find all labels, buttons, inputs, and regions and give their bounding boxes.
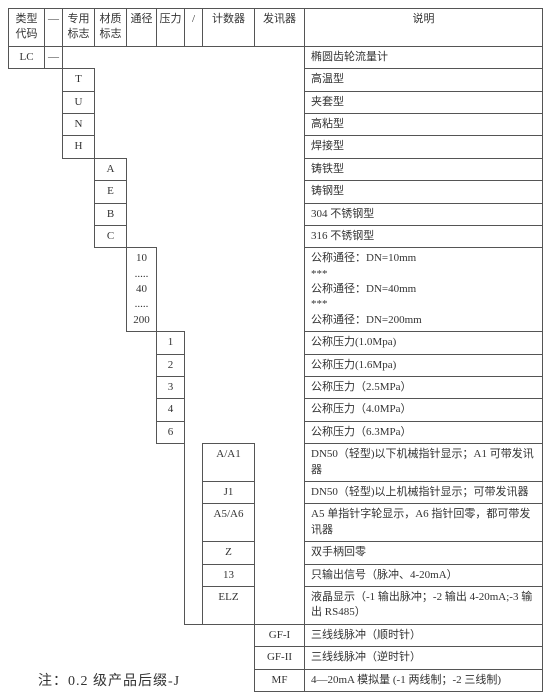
cell-aa1: A/A1: [203, 444, 255, 482]
cell-t: T: [63, 69, 95, 91]
cell-b: B: [95, 203, 127, 225]
hdr-transmitter: 发讯器: [255, 9, 305, 47]
desc: 铸钢型: [305, 181, 543, 203]
desc: 椭圆齿轮流量计: [305, 46, 543, 68]
table-row: 2 公称压力(1.6Mpa): [9, 354, 543, 376]
table-row: 3 公称压力（2.5MPa）: [9, 377, 543, 399]
table-row: 4 公称压力（4.0MPa）: [9, 399, 543, 421]
cell-gf2: GF-II: [255, 647, 305, 669]
hdr-desc: 说明: [305, 9, 543, 47]
table-row: U 夹套型: [9, 91, 543, 113]
table-row: 13 只输出信号（脉冲、4-20mA）: [9, 564, 543, 586]
desc: 双手柄回零: [305, 542, 543, 564]
table-row: A 铸铁型: [9, 158, 543, 180]
desc: 公称压力(1.0Mpa): [305, 332, 543, 354]
table-row: ELZ 液晶显示（-1 输出脉冲；-2 输出 4-20mA;-3 输出 RS48…: [9, 586, 543, 624]
hdr-diameter: 通径: [127, 9, 157, 47]
table-row: B 304 不锈钢型: [9, 203, 543, 225]
desc: 三线线脉冲（顺时针）: [305, 624, 543, 646]
cell-h: H: [63, 136, 95, 158]
hdr-counter: 计数器: [203, 9, 255, 47]
table-row: C 316 不锈钢型: [9, 225, 543, 247]
cell-gf1: GF-I: [255, 624, 305, 646]
desc: DN50（轻型)以下机械指针显示；A1 可带发讯器: [305, 444, 543, 482]
cell-dash: —: [45, 46, 63, 68]
cell-a: A: [95, 158, 127, 180]
cell-n: N: [63, 113, 95, 135]
table-row: LC — 椭圆齿轮流量计: [9, 46, 543, 68]
cell-c: C: [95, 225, 127, 247]
header-row: 类型代码 — 专用标志 材质标志 通径 压力 / 计数器 发讯器 说明: [9, 9, 543, 47]
cell-lc: LC: [9, 46, 45, 68]
table-row: 1 公称压力(1.0Mpa): [9, 332, 543, 354]
cell-diam: 10 ..... 40 ..... 200: [127, 248, 157, 332]
cell-j1: J1: [203, 481, 255, 503]
desc: DN50（轻型)以上机械指针显示；可带发讯器: [305, 481, 543, 503]
table-row: J1 DN50（轻型)以上机械指针显示；可带发讯器: [9, 481, 543, 503]
spec-table: 类型代码 — 专用标志 材质标志 通径 压力 / 计数器 发讯器 说明 LC —…: [8, 8, 543, 692]
table-row: GF-II 三线线脉冲（逆时针）: [9, 647, 543, 669]
cell-p4: 4: [157, 399, 185, 421]
desc: 公称压力（6.3MPa）: [305, 421, 543, 443]
desc: 高温型: [305, 69, 543, 91]
hdr-slash: /: [185, 9, 203, 47]
desc: 公称压力（2.5MPa）: [305, 377, 543, 399]
desc: 高粘型: [305, 113, 543, 135]
desc: 焊接型: [305, 136, 543, 158]
cell-a5a6: A5/A6: [203, 504, 255, 542]
cell-u: U: [63, 91, 95, 113]
table-row: H 焊接型: [9, 136, 543, 158]
cell-13: 13: [203, 564, 255, 586]
table-row: A5/A6 A5 单指针字轮显示，A6 指针回零，都可带发讯器: [9, 504, 543, 542]
table-row: N 高粘型: [9, 113, 543, 135]
cell-z: Z: [203, 542, 255, 564]
cell-p1: 1: [157, 332, 185, 354]
hdr-special: 专用标志: [63, 9, 95, 47]
hdr-type: 类型代码: [9, 9, 45, 47]
table-row: E 铸钢型: [9, 181, 543, 203]
table-row: 10 ..... 40 ..... 200 公称通径：DN=10mm *** 公…: [9, 248, 543, 332]
cell-p6: 6: [157, 421, 185, 443]
desc: 304 不锈钢型: [305, 203, 543, 225]
table-row: T 高温型: [9, 69, 543, 91]
desc: 液晶显示（-1 输出脉冲；-2 输出 4-20mA;-3 输出 RS485）: [305, 586, 543, 624]
desc: 只输出信号（脉冲、4-20mA）: [305, 564, 543, 586]
desc: 三线线脉冲（逆时针）: [305, 647, 543, 669]
table-row: 6 公称压力（6.3MPa）: [9, 421, 543, 443]
cell-p2: 2: [157, 354, 185, 376]
desc: A5 单指针字轮显示，A6 指针回零，都可带发讯器: [305, 504, 543, 542]
desc: 公称通径：DN=10mm *** 公称通径：DN=40mm *** 公称通径：D…: [305, 248, 543, 332]
table-row: Z 双手柄回零: [9, 542, 543, 564]
desc: 铸铁型: [305, 158, 543, 180]
hdr-material: 材质标志: [95, 9, 127, 47]
cell-p3: 3: [157, 377, 185, 399]
table-row: GF-I 三线线脉冲（顺时针）: [9, 624, 543, 646]
cell-elz: ELZ: [203, 586, 255, 624]
desc: 316 不锈钢型: [305, 225, 543, 247]
desc: 夹套型: [305, 91, 543, 113]
desc: 公称压力(1.6Mpa): [305, 354, 543, 376]
hdr-dash: —: [45, 9, 63, 47]
table-row: A/A1 DN50（轻型)以下机械指针显示；A1 可带发讯器: [9, 444, 543, 482]
desc: 公称压力（4.0MPa）: [305, 399, 543, 421]
cell-e: E: [95, 181, 127, 203]
hdr-pressure: 压力: [157, 9, 185, 47]
